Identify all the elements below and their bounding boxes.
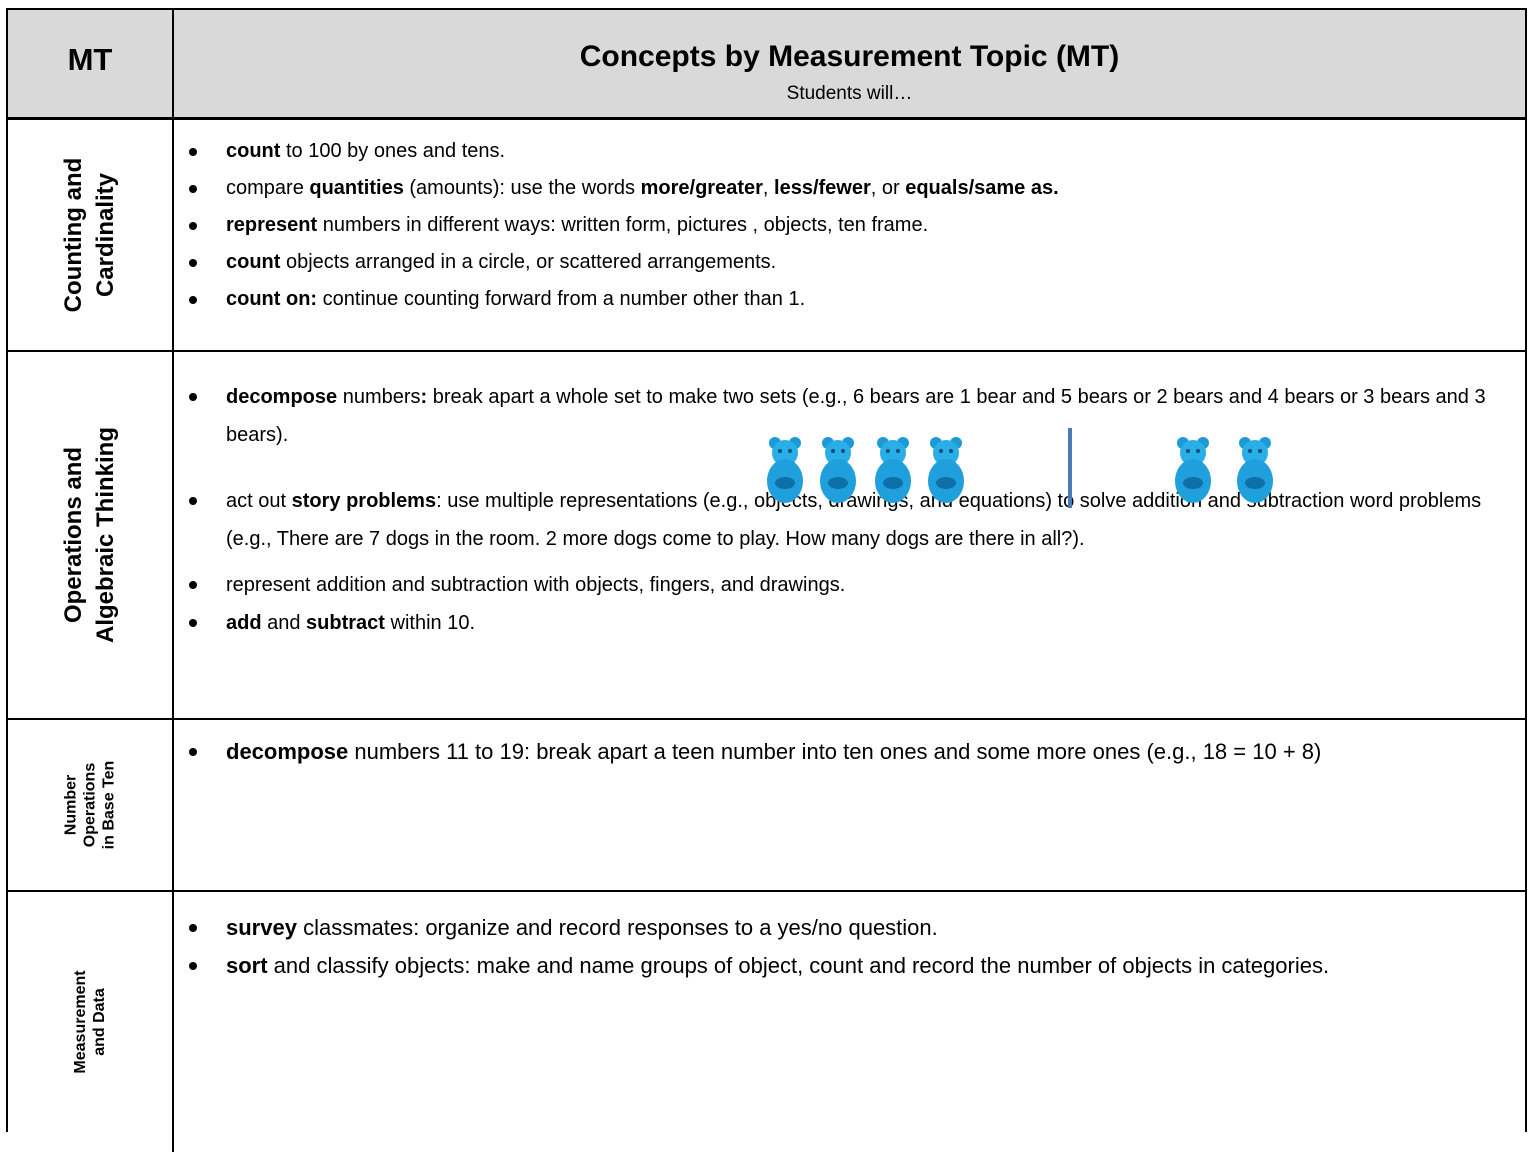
bullet-item: count on: continue counting forward from…: [174, 281, 1525, 318]
topic-cell: Measurement and Data: [8, 892, 174, 1152]
topic-line: Cardinality: [92, 172, 119, 298]
bullet-item: decompose numbers 11 to 19: break apart …: [174, 732, 1525, 772]
bullet-marker: [189, 184, 197, 193]
bullet-marker: [189, 258, 197, 267]
topic-line: in Base Ten: [100, 760, 118, 850]
topic-label: Measurement and Data: [71, 970, 109, 1073]
header-title: Concepts by Measurement Topic (MT): [579, 40, 1120, 73]
bullet-item: sort and classify objects: make and name…: [174, 947, 1525, 985]
text-run: numbers: [337, 386, 421, 408]
text-run: add: [226, 612, 262, 634]
bullet-item: represent numbers in different ways: wri…: [174, 207, 1525, 244]
text-run: (amounts): use the words: [403, 177, 641, 199]
concepts-cell: decompose numbers 11 to 19: break apart …: [174, 720, 1525, 892]
topic-cell: Operations and Algebraic Thinking: [8, 352, 174, 720]
text-run: act out: [226, 490, 292, 512]
text-run: decompose: [226, 739, 349, 764]
topic-label: Operations and Algebraic Thinking: [58, 427, 122, 643]
bullet-item: survey classmates: organize and record r…: [174, 909, 1525, 947]
bullet-item: count to 100 by ones and tens.: [174, 133, 1525, 170]
text-run: to 100 by ones and tens.: [280, 140, 506, 162]
text-run: quantities: [309, 177, 404, 199]
text-run: :: [420, 386, 428, 408]
bullet-marker: [189, 581, 197, 589]
header-title-cell: Concepts by Measurement Topic (MT) Stude…: [174, 10, 1525, 120]
text-run: numbers in different ways: written form,…: [317, 214, 929, 236]
bullet-item: add and subtract within 10.: [174, 604, 1525, 642]
text-run: and: [261, 612, 307, 634]
text-run: more/greater: [640, 177, 763, 199]
text-run: within 10.: [384, 612, 476, 634]
text-run: : use multiple representations (e.g., ob…: [226, 490, 1482, 550]
text-run: represent: [226, 214, 318, 236]
topic-line: Measurement: [72, 970, 89, 1074]
text-run: equals/same as.: [905, 177, 1059, 199]
topic-label: Number Operations in Base Ten: [62, 761, 119, 850]
bullet-marker: [189, 748, 197, 756]
topic-line: and Data: [91, 988, 108, 1056]
text-run: decompose: [226, 386, 338, 408]
topic-cell: Counting and Cardinality: [8, 120, 174, 352]
concepts-cell: count to 100 by ones and tens. compare qu…: [174, 120, 1525, 352]
text-run: represent addition and subtraction with …: [226, 574, 846, 596]
text-run: and classify objects: make and name grou…: [267, 953, 1330, 978]
text-run: less/fewer: [774, 177, 871, 199]
bullet-marker: [189, 924, 197, 932]
bullet-marker: [189, 497, 197, 505]
text-run: continue counting forward from a number …: [317, 288, 806, 310]
concepts-cell: survey classmates: organize and record r…: [174, 892, 1525, 1152]
topic-line: Number: [62, 774, 80, 836]
text-run: ,: [762, 177, 775, 199]
topic-label: Counting and Cardinality: [58, 158, 122, 313]
text-run: numbers 11 to 19: break apart a teen num…: [348, 739, 1322, 764]
text-run: objects arranged in a circle, or scatter…: [280, 251, 777, 273]
text-run: count: [226, 140, 281, 162]
text-run: survey: [226, 915, 297, 940]
topic-line: Algebraic Thinking: [92, 426, 119, 644]
bullet-marker: [189, 393, 197, 401]
bullet-marker: [189, 619, 197, 627]
table: MT Concepts by Measurement Topic (MT) St…: [6, 8, 1527, 1152]
header-subtitle: Students will…: [786, 83, 913, 104]
bullet-item: represent addition and subtraction with …: [174, 566, 1525, 604]
text-run: story problems: [291, 490, 437, 512]
text-run: subtract: [306, 612, 385, 634]
text-run: classmates: organize and record response…: [296, 915, 938, 940]
concepts-cell: decompose numbers: break apart a whole s…: [174, 352, 1525, 720]
topic-cell: Number Operations in Base Ten: [8, 720, 174, 892]
bears-illustration: [767, 428, 1273, 508]
header-mt: MT: [67, 42, 113, 77]
bullet-marker: [189, 295, 197, 304]
text-run: count: [226, 251, 281, 273]
bullet-item: act out story problems: use multiple rep…: [174, 482, 1525, 558]
bullet-marker: [189, 147, 197, 156]
topic-line: Operations: [81, 762, 99, 848]
bullet-marker: [189, 962, 197, 970]
header-mt-cell: MT: [8, 10, 174, 120]
topic-line: Counting and: [60, 157, 87, 313]
text-run: compare: [226, 177, 310, 199]
topic-line: Operations and: [60, 446, 87, 624]
text-run: break apart a whole set to make two sets…: [226, 386, 1486, 446]
bullet-item: compare quantities (amounts): use the wo…: [174, 170, 1525, 207]
text-run: , or: [870, 177, 906, 199]
bullet-marker: [189, 221, 197, 230]
text-run: sort: [226, 953, 268, 978]
text-run: count on:: [226, 288, 318, 310]
bullet-item: count objects arranged in a circle, or s…: [174, 244, 1525, 281]
bullet-item: decompose numbers: break apart a whole s…: [174, 378, 1525, 454]
